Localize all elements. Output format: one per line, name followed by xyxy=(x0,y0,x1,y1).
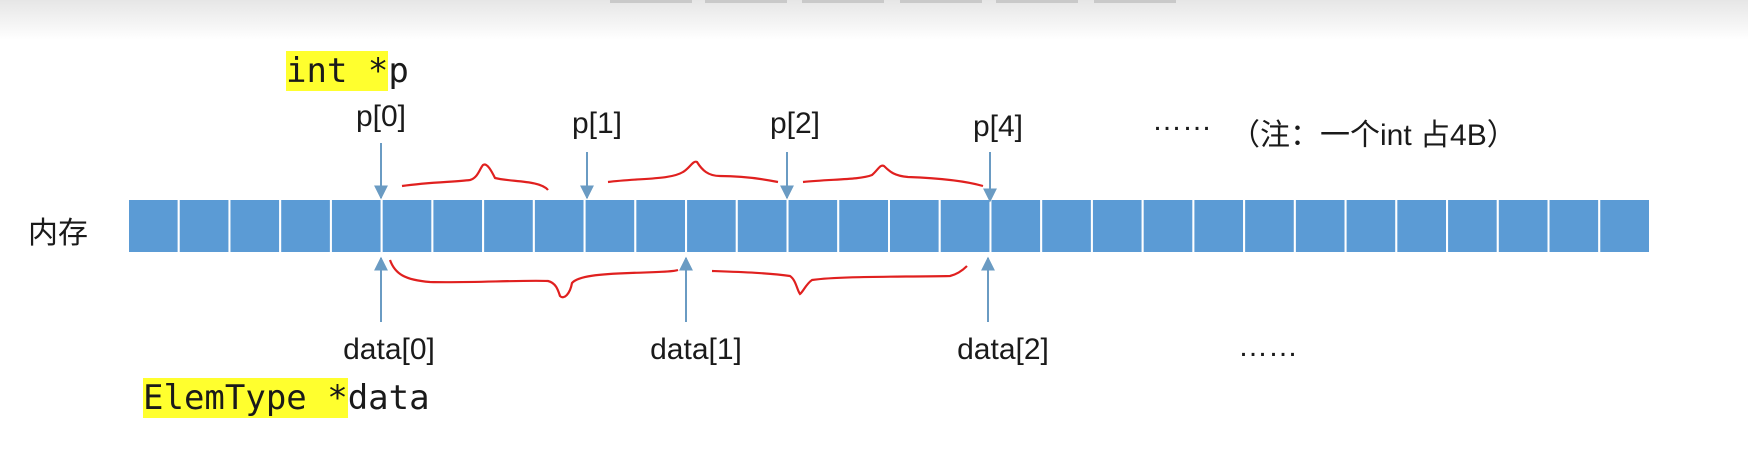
memory-cell xyxy=(329,198,383,254)
memory-cell xyxy=(228,198,282,254)
memory-cell xyxy=(1192,198,1246,254)
memory-cell xyxy=(837,198,891,254)
memory-cell xyxy=(1598,198,1652,254)
memory-cell xyxy=(279,198,332,254)
brace-bottom-2 xyxy=(711,265,968,296)
memory-label: 内存 xyxy=(28,217,88,250)
brace-top-1 xyxy=(401,163,549,191)
memory-cell xyxy=(177,198,231,254)
memory-cell xyxy=(786,198,840,254)
memory-cell xyxy=(1243,198,1296,254)
memory-cell xyxy=(735,198,789,254)
p-label-2: p[2] xyxy=(769,107,821,140)
data-label-2: data[2] xyxy=(957,333,1049,366)
toolbar-tab xyxy=(996,0,1078,3)
memory-cell xyxy=(685,198,738,254)
memory-cells xyxy=(127,198,1652,254)
memory-cell xyxy=(431,198,485,254)
memory-cell xyxy=(1446,198,1499,254)
memory-cell xyxy=(1040,198,1093,254)
memory-cell xyxy=(1293,198,1347,254)
memory-cell xyxy=(888,198,941,254)
toolbar-tab xyxy=(610,0,692,3)
memory-cell xyxy=(532,198,586,254)
data-label-1: data[1] xyxy=(650,333,742,366)
note-text: （注：一个int 占4B） xyxy=(1230,119,1517,152)
toolbar-tab xyxy=(1094,0,1176,3)
window-top-bar xyxy=(0,0,1748,40)
memory-cell xyxy=(634,198,688,254)
pointer-type-highlight: int * xyxy=(286,51,389,91)
ellipsis-top: …… xyxy=(1152,104,1212,137)
toolbar-tab xyxy=(705,0,787,3)
memory-cell xyxy=(1344,198,1398,254)
array-declaration: ElemType *data xyxy=(143,377,430,419)
toolbar-tab xyxy=(900,0,982,3)
memory-cell xyxy=(1496,198,1550,254)
brace-bottom-1 xyxy=(388,259,679,299)
memory-cell xyxy=(482,198,535,254)
memory-cell xyxy=(1090,198,1144,254)
memory-cell xyxy=(989,198,1043,254)
memory-cell xyxy=(127,198,180,254)
p-label-0: p[0] xyxy=(355,100,407,133)
array-type-highlight: ElemType * xyxy=(143,378,348,418)
brace-top-3 xyxy=(802,164,984,188)
memory-cell xyxy=(583,198,637,254)
brace-top-2 xyxy=(607,160,779,184)
pointer-name: p xyxy=(388,51,409,91)
ellipsis-bottom: …… xyxy=(1238,330,1298,363)
memory-cell xyxy=(380,198,434,254)
toolbar-tab xyxy=(802,0,884,3)
array-name: data xyxy=(347,378,430,418)
memory-cell xyxy=(1547,198,1601,254)
memory-cell xyxy=(938,198,992,254)
p-label-1: p[1] xyxy=(571,107,623,140)
memory-cell xyxy=(1141,198,1195,254)
data-label-0: data[0] xyxy=(343,333,435,366)
pointer-declaration: int *p xyxy=(286,50,409,92)
memory-cell xyxy=(1395,198,1449,254)
p-label-4: p[4] xyxy=(972,110,1024,143)
